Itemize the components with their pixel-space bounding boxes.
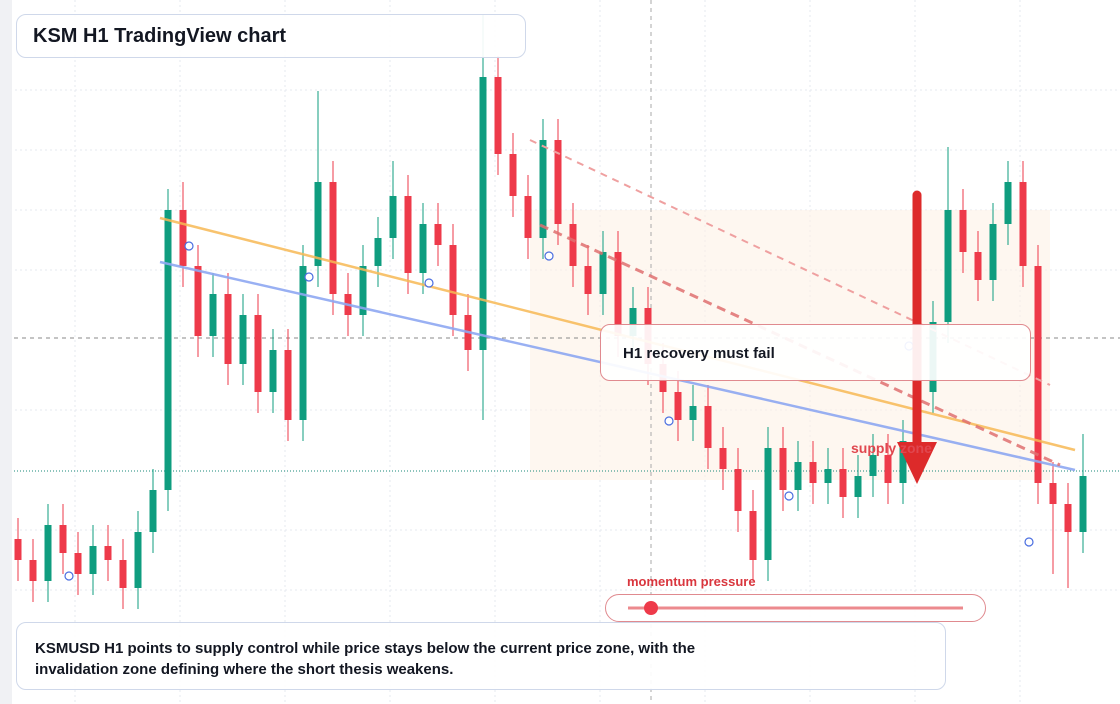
- candle-body: [764, 448, 772, 560]
- candle-body: [539, 140, 547, 238]
- candle-body: [389, 196, 397, 238]
- indicator-label: momentum pressure: [627, 574, 756, 589]
- candle-body: [119, 560, 127, 588]
- candle-body: [149, 490, 157, 532]
- candle-body: [419, 224, 427, 273]
- candle-body: [44, 525, 52, 581]
- candle-body: [614, 252, 622, 336]
- candle-body: [779, 448, 787, 490]
- candle-body: [224, 294, 232, 364]
- candle-body: [674, 392, 682, 420]
- title-box: KSM H1 TradingView chart: [16, 14, 526, 58]
- candle-body: [629, 308, 637, 336]
- candle-body: [89, 546, 97, 574]
- candle-body: [899, 441, 907, 483]
- candle-body: [284, 350, 292, 420]
- candle-body: [194, 266, 202, 336]
- annotation-box: H1 recovery must fail: [600, 324, 1031, 381]
- candle-body: [989, 224, 997, 280]
- candle-body: [554, 140, 562, 224]
- candle-body: [719, 448, 727, 469]
- candle-body: [374, 238, 382, 266]
- candle-body: [1049, 483, 1057, 504]
- candle-body: [299, 266, 307, 420]
- candle-body: [509, 154, 517, 196]
- down-arrow: [897, 190, 937, 484]
- candle-body: [794, 462, 802, 490]
- candle-body: [74, 553, 82, 574]
- candle-body: [1064, 504, 1072, 532]
- candle-body: [854, 476, 862, 497]
- candle-body: [884, 455, 892, 483]
- indicator-slider: [605, 594, 986, 622]
- candle-body: [104, 546, 112, 560]
- candle-body: [689, 406, 697, 420]
- candle-body: [329, 182, 337, 294]
- zone-label: supply zone: [851, 440, 932, 456]
- candle-body: [239, 315, 247, 364]
- candle-body: [959, 210, 967, 252]
- slider-track: [628, 601, 963, 615]
- caption-box: KSMUSD H1 points to supply control while…: [16, 622, 946, 690]
- candle-body: [839, 469, 847, 497]
- candles: [14, 14, 1087, 609]
- candle-body: [569, 224, 577, 266]
- candle-body: [29, 560, 37, 581]
- candle-body: [314, 182, 322, 266]
- candle-body: [809, 462, 817, 483]
- candle-body: [1004, 182, 1012, 224]
- candle-body: [734, 469, 742, 511]
- candle-body: [944, 210, 952, 322]
- candle-body: [824, 469, 832, 483]
- chart-title: KSM H1 TradingView chart: [33, 25, 287, 47]
- candle-body: [404, 196, 412, 273]
- candle-body: [749, 511, 757, 560]
- left-edge: [0, 0, 12, 704]
- candle-body: [449, 245, 457, 315]
- candle-body: [524, 196, 532, 238]
- candle-body: [434, 224, 442, 245]
- candle-body: [1034, 266, 1042, 483]
- candle-body: [704, 406, 712, 448]
- candle-body: [1019, 182, 1027, 266]
- candle-body: [584, 266, 592, 294]
- candle-body: [869, 455, 877, 476]
- candle-body: [59, 525, 67, 553]
- candle-body: [209, 294, 217, 336]
- candle-body: [599, 252, 607, 294]
- candle-body: [494, 77, 502, 154]
- candle-body: [134, 532, 142, 588]
- candle-body: [179, 210, 187, 266]
- annotation: H1 recovery must fail: [623, 345, 775, 362]
- candle-body: [359, 266, 367, 315]
- candle-body: [14, 539, 22, 560]
- candle-body: [1079, 476, 1087, 532]
- caption: KSMUSD H1 points to supply control while…: [35, 640, 696, 678]
- candle-body: [254, 315, 262, 392]
- candle-body: [974, 252, 982, 280]
- candle-body: [164, 210, 172, 490]
- candle-body: [269, 350, 277, 392]
- candle-body: [479, 77, 487, 350]
